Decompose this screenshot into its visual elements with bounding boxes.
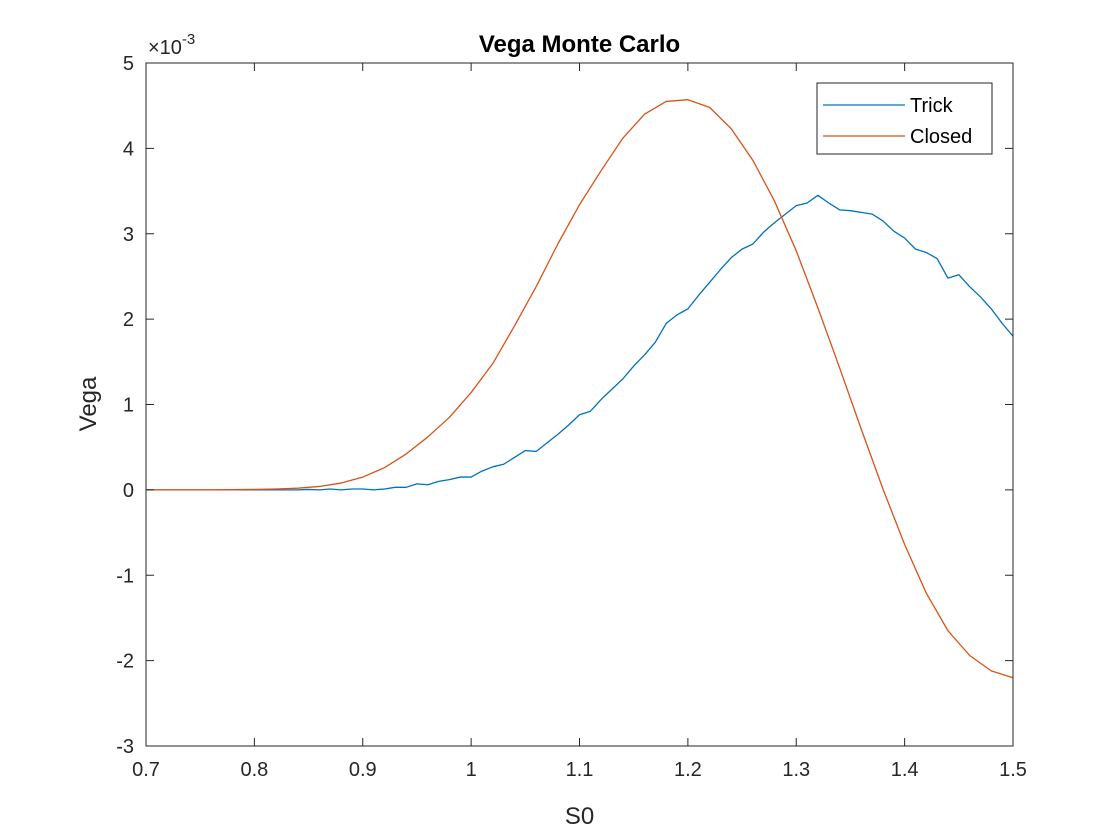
y-tick-label: 4 (123, 138, 134, 160)
y-axis-exponent-power: -3 (182, 31, 195, 48)
x-tick-label: 0.9 (349, 759, 377, 781)
x-axis-label: S0 (565, 803, 594, 830)
x-tick-label: 1.2 (674, 759, 702, 781)
x-tick-label: 1 (466, 759, 477, 781)
y-tick-label: 5 (123, 53, 134, 75)
x-axis-ticks: 0.7 0.8 0.9 1 1.1 1.2 1.3 1.4 1.5 (132, 63, 1027, 781)
y-tick-label: -3 (116, 736, 134, 758)
x-tick-label: 1.5 (999, 759, 1027, 781)
y-tick-label: 2 (123, 309, 134, 331)
series-layer (146, 99, 1014, 679)
y-tick-label: 0 (123, 480, 134, 502)
legend-label-trick: Trick (910, 95, 954, 117)
x-tick-label: 1.1 (566, 759, 594, 781)
legend: Trick Closed (816, 82, 993, 155)
legend-box (816, 82, 993, 155)
y-axis-exponent: ×10-3 (148, 31, 195, 59)
y-tick-label: -1 (116, 565, 134, 587)
x-tick-label: 1.3 (782, 759, 810, 781)
y-axis-exponent-base: ×10 (148, 37, 182, 59)
y-tick-label: -2 (116, 651, 134, 673)
y-axis-label: Vega (75, 376, 102, 431)
y-axis-ticks: -3 -2 -1 0 1 2 3 4 5 (116, 53, 1013, 758)
series-line-trick (146, 194, 1014, 491)
series-line-closed (146, 99, 1014, 679)
x-tick-label: 0.7 (132, 759, 160, 781)
x-tick-label: 1.4 (891, 759, 919, 781)
axes-box (145, 62, 1014, 747)
chart-title: Vega Monte Carlo (479, 31, 680, 58)
x-tick-label: 0.8 (240, 759, 268, 781)
y-tick-label: 3 (123, 224, 134, 246)
y-tick-label: 1 (123, 395, 134, 417)
legend-label-closed: Closed (910, 126, 972, 148)
